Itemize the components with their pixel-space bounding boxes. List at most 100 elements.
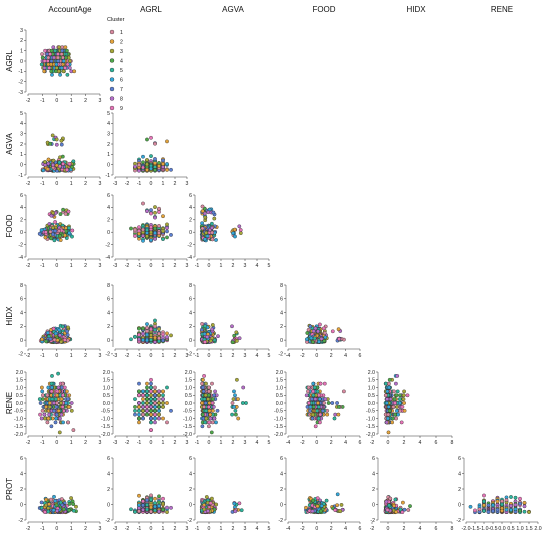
y-tick-label: 0 — [107, 162, 110, 168]
point-cluster-2 — [233, 228, 236, 231]
point-cluster-8 — [206, 335, 209, 338]
y-tick-label: -2 — [105, 242, 110, 248]
column-title-agva: AGVA — [222, 5, 244, 14]
point-cluster-8 — [51, 163, 54, 166]
point-cluster-1 — [133, 228, 136, 231]
point-cluster-8 — [149, 405, 152, 408]
point-cluster-5 — [67, 226, 70, 229]
row-title-hidx: HIDX — [5, 306, 14, 326]
point-cluster-5 — [56, 372, 59, 375]
x-tick-label: 5 — [268, 263, 271, 269]
point-cluster-1 — [157, 207, 160, 210]
y-tick-label: 4 — [20, 205, 23, 211]
point-cluster-3 — [161, 230, 164, 233]
point-cluster-2 — [387, 431, 390, 434]
y-tick-label: 2 — [107, 487, 110, 493]
point-cluster-4 — [55, 504, 58, 507]
point-cluster-5 — [316, 409, 319, 412]
point-cluster-3 — [161, 502, 164, 505]
y-tick-label: 0 — [280, 338, 283, 344]
point-cluster-4 — [49, 142, 52, 145]
x-tick-label: -1 — [40, 263, 45, 269]
point-cluster-6 — [141, 155, 144, 158]
x-tick-label: 3 — [186, 440, 189, 446]
point-cluster-6 — [46, 331, 49, 334]
point-cluster-5 — [313, 386, 316, 389]
point-cluster-3 — [204, 216, 207, 219]
point-cluster-3 — [58, 431, 61, 434]
point-cluster-2 — [161, 162, 164, 165]
point-cluster-2 — [47, 503, 50, 506]
point-cluster-1 — [153, 142, 156, 145]
y-tick-label: 2.0 — [16, 370, 23, 376]
x-tick-label: 1 — [70, 263, 73, 269]
point-cluster-9 — [56, 52, 59, 55]
point-cluster-8 — [60, 413, 63, 416]
y-tick-label: 2 — [20, 324, 23, 330]
y-tick-label: 0 — [107, 230, 110, 236]
point-cluster-5 — [54, 397, 57, 400]
point-cluster-2 — [149, 413, 152, 416]
point-cluster-6 — [318, 397, 321, 400]
point-cluster-1 — [201, 227, 204, 230]
point-cluster-8 — [58, 334, 61, 337]
point-cluster-1 — [322, 401, 325, 404]
point-cluster-6 — [54, 499, 57, 502]
point-cluster-8 — [141, 405, 144, 408]
y-tick-label: -2 — [187, 352, 192, 358]
y-tick-label: 6 — [107, 456, 110, 462]
x-tick-label: 0 — [55, 440, 58, 446]
x-tick-label: 2 — [232, 353, 235, 359]
point-cluster-2 — [153, 497, 156, 500]
point-cluster-9 — [322, 327, 325, 330]
point-cluster-7 — [311, 417, 314, 420]
point-cluster-6 — [153, 505, 156, 508]
point-cluster-1 — [392, 405, 395, 408]
point-cluster-1 — [53, 338, 56, 341]
y-tick-label: -1.0 — [101, 416, 110, 422]
point-cluster-1 — [149, 510, 152, 513]
point-cluster-6 — [309, 405, 312, 408]
x-tick-label: 2 — [232, 440, 235, 446]
point-cluster-1 — [145, 326, 148, 329]
point-cluster-5 — [149, 401, 152, 404]
x-tick-label: 2 — [403, 440, 406, 446]
point-cluster-3 — [157, 413, 160, 416]
y-tick-label: 4 — [20, 310, 23, 316]
x-tick-label: 0 — [150, 263, 153, 269]
point-cluster-6 — [145, 339, 148, 342]
point-cluster-8 — [209, 417, 212, 420]
point-cluster-3 — [165, 510, 168, 513]
point-cluster-8 — [40, 417, 43, 420]
point-cluster-9 — [63, 386, 66, 389]
point-cluster-5 — [72, 160, 75, 163]
point-cluster-5 — [312, 394, 315, 397]
point-cluster-7 — [49, 337, 52, 340]
point-cluster-8 — [153, 421, 156, 424]
point-cluster-5 — [66, 73, 69, 76]
point-cluster-3 — [311, 413, 314, 416]
point-cluster-1 — [61, 56, 64, 59]
point-cluster-9 — [46, 59, 49, 62]
point-cluster-5 — [165, 386, 168, 389]
x-tick-label: -2 — [26, 353, 31, 359]
point-cluster-5 — [72, 509, 75, 512]
y-tick-label: 8 — [189, 283, 192, 289]
x-tick-label: 2 — [84, 353, 87, 359]
y-tick-label: -1 — [105, 173, 110, 179]
point-cluster-9 — [65, 168, 68, 171]
point-cluster-7 — [145, 499, 148, 502]
point-cluster-5 — [149, 397, 152, 400]
point-cluster-1 — [56, 56, 59, 59]
x-tick-label: 1 — [70, 440, 73, 446]
point-cluster-4 — [153, 168, 156, 171]
point-cluster-1 — [307, 386, 310, 389]
y-tick-label: 6 — [189, 297, 192, 303]
point-cluster-2 — [211, 409, 214, 412]
